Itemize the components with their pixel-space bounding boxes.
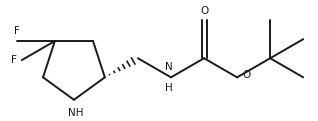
Text: F: F [11, 55, 17, 65]
Text: NH: NH [68, 108, 84, 118]
Text: O: O [242, 70, 251, 80]
Text: F: F [14, 26, 20, 36]
Text: O: O [200, 6, 208, 16]
Text: H: H [165, 83, 173, 93]
Text: N: N [165, 62, 173, 72]
